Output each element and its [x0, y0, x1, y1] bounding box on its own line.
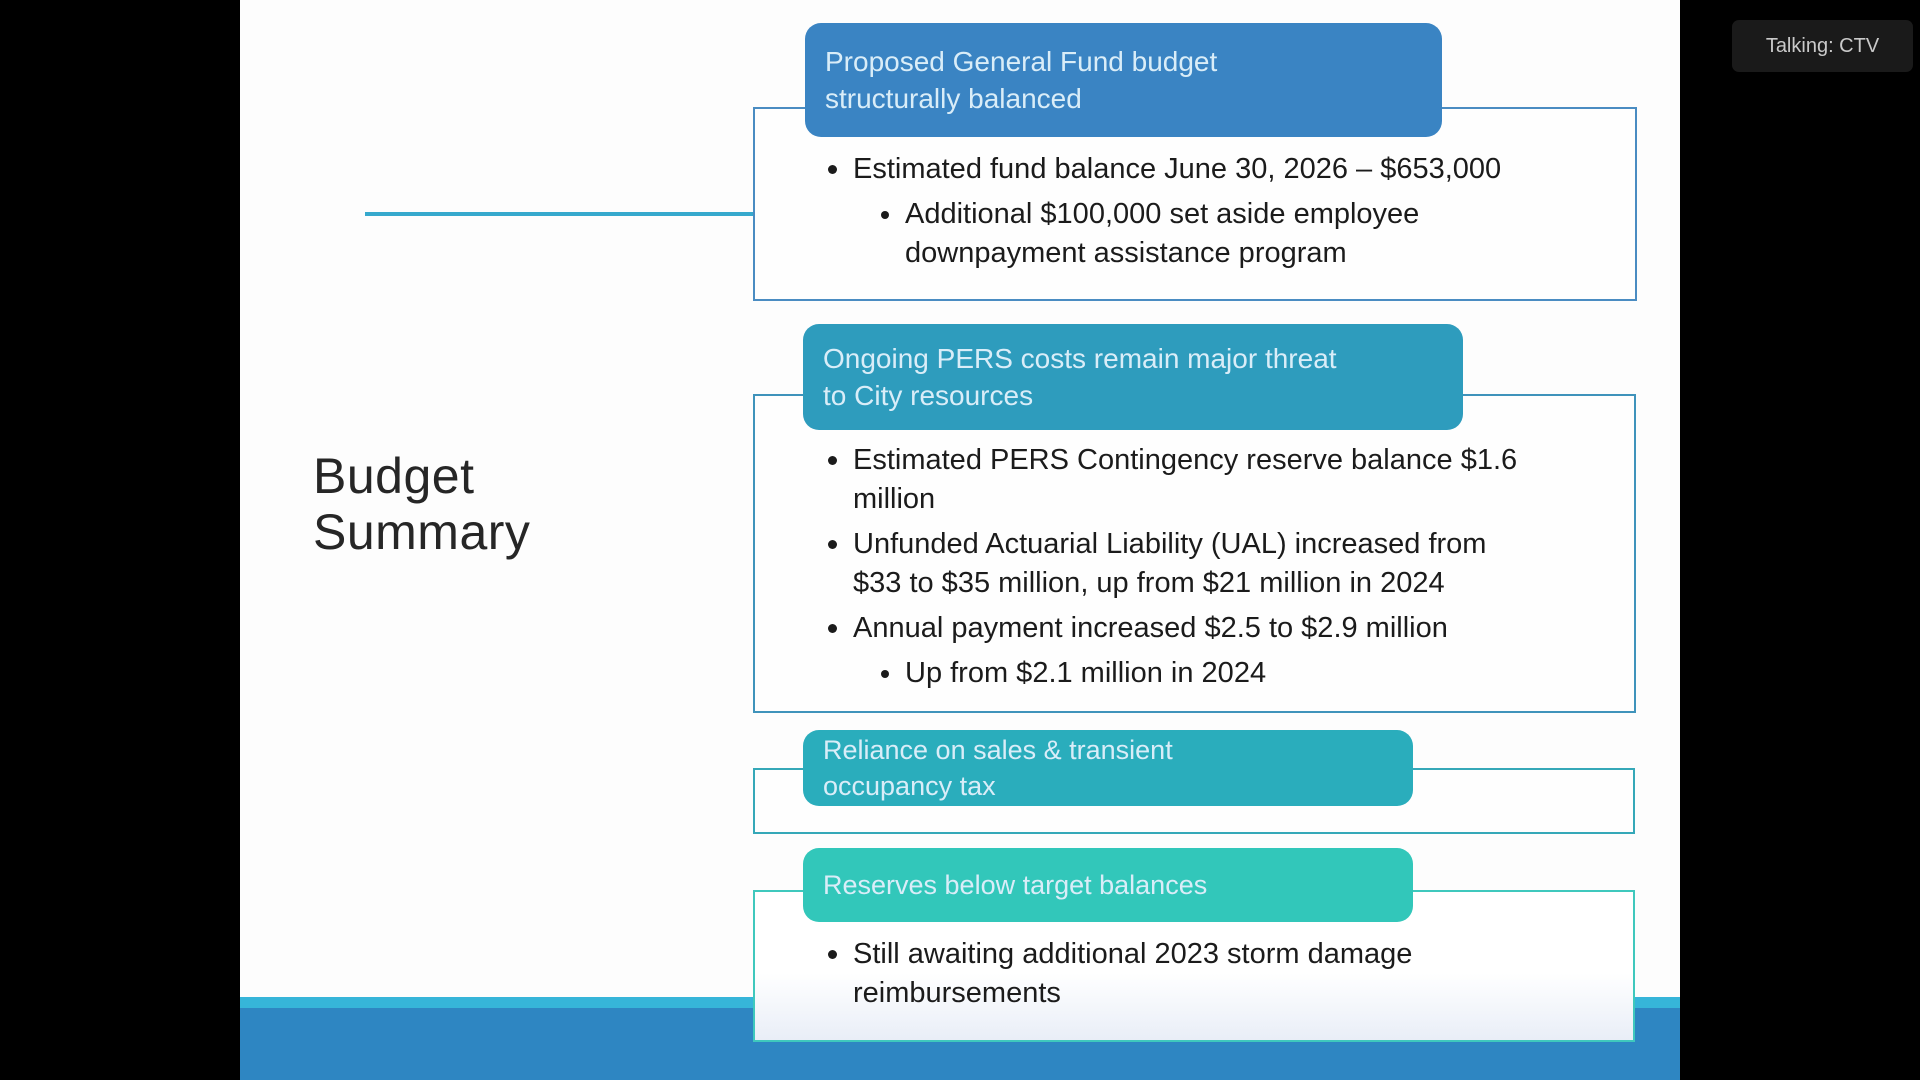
bullet-dot-icon — [881, 670, 889, 678]
bullet-item: Unfunded Actuarial Liability (UAL) incre… — [828, 525, 1678, 603]
bullet-dot-icon — [828, 950, 837, 959]
section-header: Reserves below target balances — [803, 848, 1413, 922]
bullet-dot-icon — [828, 165, 837, 174]
presentation-slide: Budget Summary Proposed General Fund bud… — [240, 0, 1680, 1080]
bullet-text: Estimated fund balance June 30, 2026 – $… — [853, 153, 1502, 185]
bullet-text: Additional $100,000 set aside employee d… — [905, 198, 1420, 269]
bullet-dot-icon — [828, 624, 837, 633]
section-bullets: Still awaiting additional 2023 storm dam… — [828, 935, 1678, 1019]
title-accent-line — [365, 212, 753, 216]
bullet-dot-icon — [828, 540, 837, 549]
talking-indicator-label: Talking: CTV — [1765, 34, 1880, 57]
bullet-text: Annual payment increased $2.5 to $2.9 mi… — [853, 612, 1448, 644]
bullet-item: Additional $100,000 set aside employee d… — [881, 195, 1678, 273]
bullet-item: Estimated fund balance June 30, 2026 – $… — [828, 150, 1678, 189]
bullet-item: Estimated PERS Contingency reserve balan… — [828, 441, 1678, 519]
bullet-text: Estimated PERS Contingency reserve balan… — [853, 444, 1518, 515]
section-outline-box — [753, 394, 1636, 713]
bullet-dot-icon — [828, 456, 837, 465]
section-header: Proposed General Fund budget structurall… — [805, 23, 1442, 137]
bullet-text: Up from $2.1 million in 2024 — [905, 657, 1267, 689]
section-header: Ongoing PERS costs remain major threat t… — [803, 324, 1463, 430]
talking-indicator-badge: Talking: CTV — [1732, 20, 1913, 72]
bullet-text: Still awaiting additional 2023 storm dam… — [853, 938, 1413, 1009]
section-outline-box — [753, 107, 1637, 301]
section-bullets: Estimated PERS Contingency reserve balan… — [828, 441, 1678, 699]
bullet-item: Annual payment increased $2.5 to $2.9 mi… — [828, 609, 1678, 648]
bullet-dot-icon — [881, 211, 889, 219]
slide-title: Budget Summary — [313, 448, 531, 560]
section-header: Reliance on sales & transient occupancy … — [803, 730, 1413, 806]
section-bullets: Estimated fund balance June 30, 2026 – $… — [828, 150, 1678, 279]
bullet-text: Unfunded Actuarial Liability (UAL) incre… — [853, 528, 1487, 599]
bullet-item: Up from $2.1 million in 2024 — [881, 654, 1678, 693]
bullet-item: Still awaiting additional 2023 storm dam… — [828, 935, 1678, 1013]
